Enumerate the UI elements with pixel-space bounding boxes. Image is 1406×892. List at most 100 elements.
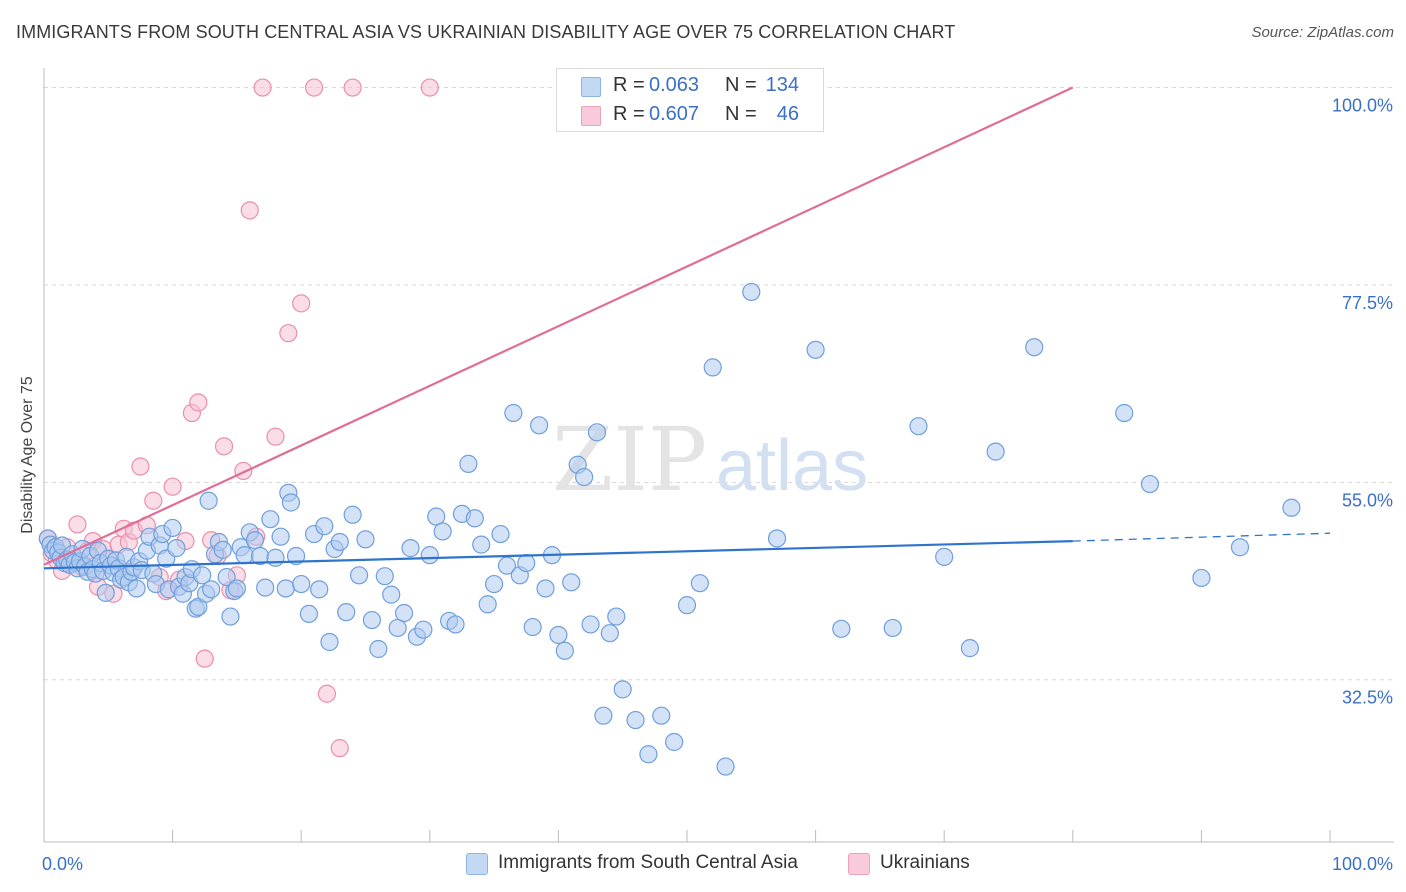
watermark: ZIP atlas (552, 408, 868, 511)
x-tick-label: 100.0% (1332, 854, 1393, 874)
immigrants-point (459, 454, 478, 473)
immigrants-swatch (581, 77, 601, 97)
legend-label: Ukrainians (880, 852, 970, 873)
immigrants-point (517, 553, 536, 573)
ukrainians-trend-line (43, 86, 1074, 566)
ukrainians-point (131, 457, 150, 476)
immigrants-point (530, 416, 549, 435)
stats-legend: R = 0.063 N = 134 R = 0.607 N = 46 (556, 68, 824, 132)
immigrants-point (96, 583, 115, 602)
ukrainians-point (234, 461, 253, 481)
immigrants-point (433, 522, 452, 541)
immigrants-point (310, 580, 329, 599)
immigrants-point (909, 417, 928, 436)
ukrainians-point (420, 78, 439, 97)
n-label: N = (725, 103, 757, 125)
immigrants-point (202, 580, 221, 599)
immigrants-point (549, 625, 568, 645)
immigrants-point (369, 639, 388, 659)
immigrants-point (235, 546, 254, 565)
immigrants-point (472, 535, 491, 554)
immigrants-point (497, 556, 517, 575)
immigrants-point (607, 607, 626, 626)
ukrainians-point (330, 739, 349, 758)
immigrants-point (394, 603, 414, 623)
immigrants-point (677, 596, 697, 615)
immigrants-point (1230, 538, 1250, 557)
axes (43, 68, 1394, 843)
immigrants-point (767, 529, 787, 548)
ukrainians-point (189, 393, 208, 412)
grid-lines (44, 87, 1394, 681)
immigrants-point (266, 548, 285, 567)
immigrants-point (382, 585, 401, 604)
immigrants-point (690, 574, 709, 593)
watermark-atlas: atlas (716, 426, 868, 506)
immigrants-point (227, 579, 246, 598)
legend-label: Immigrants from South Central Asia (498, 852, 798, 873)
immigrants-point (349, 566, 369, 585)
immigrants-point (356, 530, 375, 549)
ukrainians-point (240, 201, 259, 220)
x-tick-labels: 0.0% 100.0% (42, 854, 1393, 874)
ukrainians-point (266, 427, 285, 446)
immigrants-point (613, 680, 632, 699)
immigrants-point (1025, 338, 1044, 357)
immigrants-point (1192, 568, 1211, 588)
immigrants-point (581, 615, 600, 634)
y-tick-label: 100.0% (1332, 96, 1393, 116)
immigrants-point (292, 574, 311, 594)
n-value: 46 (776, 103, 799, 125)
n-label: N = (725, 74, 757, 96)
immigrants-point (626, 710, 645, 730)
r-value: 0.063 (649, 74, 700, 96)
ukrainians-point (279, 324, 298, 343)
immigrants-point (299, 604, 319, 624)
immigrants-point (1115, 403, 1134, 423)
ukrainians-point (304, 78, 324, 97)
immigrants-point (986, 442, 1005, 461)
immigrants-trend-extension (1072, 532, 1331, 542)
immigrants-point (485, 574, 504, 594)
immigrants-point (420, 546, 439, 565)
immigrants-point (320, 632, 339, 652)
immigrants-point (362, 610, 382, 630)
immigrants-point (261, 510, 280, 529)
immigrants-point (286, 546, 306, 566)
immigrants-point (491, 524, 510, 544)
immigrants-point (213, 540, 232, 559)
stats-row-immigrants: R = 0.063 N = 134 (557, 71, 823, 101)
immigrants-point (343, 505, 362, 524)
immigrants-point (639, 745, 658, 764)
immigrants-point (337, 603, 356, 622)
y-tick-label: 55.0% (1342, 490, 1393, 510)
immigrants-point (245, 531, 265, 550)
immigrants-point (127, 579, 146, 598)
ukrainians-swatch (581, 106, 601, 126)
y-tick-label: 32.5% (1342, 688, 1393, 708)
y-tick-label: 77.5% (1342, 293, 1393, 313)
immigrants-point (960, 639, 980, 658)
immigrants-points (38, 282, 1301, 776)
immigrants-point (600, 624, 619, 643)
immigrants-point (652, 706, 671, 725)
ukrainians-point (163, 477, 182, 496)
ukrainians-point (68, 515, 87, 534)
ukrainians-point (292, 294, 311, 313)
r-label: R = (613, 74, 645, 96)
immigrants-point (330, 532, 349, 552)
immigrants-point (478, 595, 497, 614)
immigrants-point (281, 493, 301, 512)
immigrants-point (504, 403, 523, 423)
immigrants-point (523, 617, 542, 637)
trend-lines (43, 86, 1331, 570)
immigrants-point (832, 619, 851, 638)
immigrants-trend-line (43, 539, 1073, 570)
immigrants-point (446, 615, 465, 634)
immigrants-point (217, 567, 236, 587)
source-label: Source: ZipAtlas.com (1251, 24, 1394, 41)
immigrants-point (665, 732, 684, 752)
immigrants-point (536, 579, 555, 598)
immigrants-point (935, 547, 954, 566)
immigrants-point (167, 539, 186, 558)
